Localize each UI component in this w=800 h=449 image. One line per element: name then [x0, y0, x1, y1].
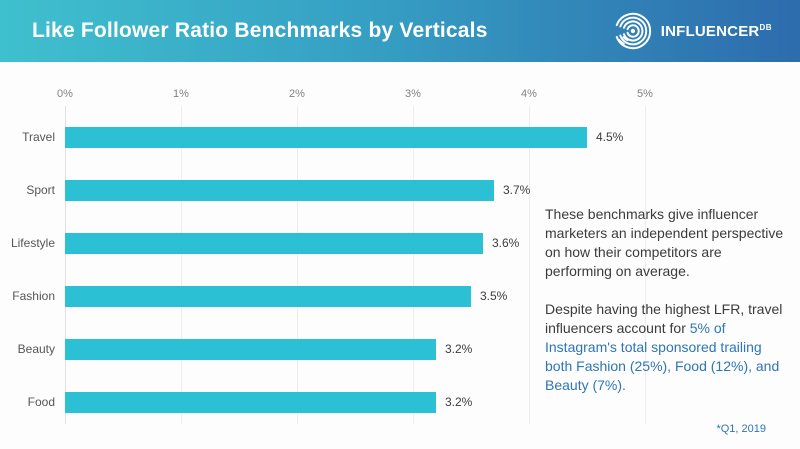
bar-food — [65, 392, 436, 413]
category-label: Travel — [22, 130, 55, 144]
page-title: Like Follower Ratio Benchmarks by Vertic… — [32, 19, 488, 42]
gridline — [297, 106, 298, 424]
x-axis-tick-label: 4% — [521, 88, 537, 100]
bar-fashion — [65, 286, 471, 307]
y-axis-line — [65, 106, 66, 424]
bar-beauty — [65, 339, 436, 360]
fingerprint-arcs-icon — [610, 9, 652, 53]
annotation-paragraph-1: These benchmarks give influencer markete… — [545, 206, 784, 279]
category-label: Lifestyle — [10, 236, 55, 250]
value-label: 3.2% — [445, 342, 473, 356]
gridline — [645, 106, 646, 424]
brand-logo: INFLUENCERDB — [610, 9, 772, 53]
gridline — [413, 106, 414, 424]
bar-lifestyle — [65, 233, 483, 254]
value-label: 3.6% — [492, 236, 520, 250]
annotation-paragraph-2: Despite having the highest LFR, travel i… — [545, 301, 783, 393]
bar-chart: 0% 1% 2% 3% 4% 5% Travel 4.5% Sport 3.7% Lifestyle… — [0, 62, 800, 449]
gridline — [529, 106, 530, 424]
value-label: 3.5% — [480, 289, 508, 303]
annotation-highlight: 5% of Instagram's total sponsored traili… — [545, 320, 780, 393]
footnote: *Q1, 2019 — [716, 423, 766, 435]
category-label: Sport — [26, 183, 55, 197]
x-axis-tick-label: 0% — [57, 88, 73, 100]
category-label: Fashion — [12, 289, 55, 303]
value-label: 3.7% — [503, 183, 531, 197]
bar-sport — [65, 180, 494, 201]
brand-sup: DB — [759, 22, 772, 32]
bar-travel — [65, 127, 587, 148]
x-axis-tick-label: 3% — [405, 88, 421, 100]
x-axis-tick-label: 2% — [289, 88, 305, 100]
header-banner: Like Follower Ratio Benchmarks by Vertic… — [0, 0, 800, 62]
value-label: 4.5% — [596, 130, 624, 144]
x-axis-tick-label: 5% — [637, 88, 653, 100]
x-axis-tick-label: 1% — [173, 88, 189, 100]
category-label: Beauty — [17, 342, 55, 356]
brand-name: INFLUENCERDB — [660, 22, 772, 40]
gridline — [181, 106, 182, 424]
value-label: 3.2% — [445, 395, 473, 409]
annotation-text: These benchmarks give influencer markete… — [545, 205, 785, 395]
category-label: Food — [27, 395, 55, 409]
